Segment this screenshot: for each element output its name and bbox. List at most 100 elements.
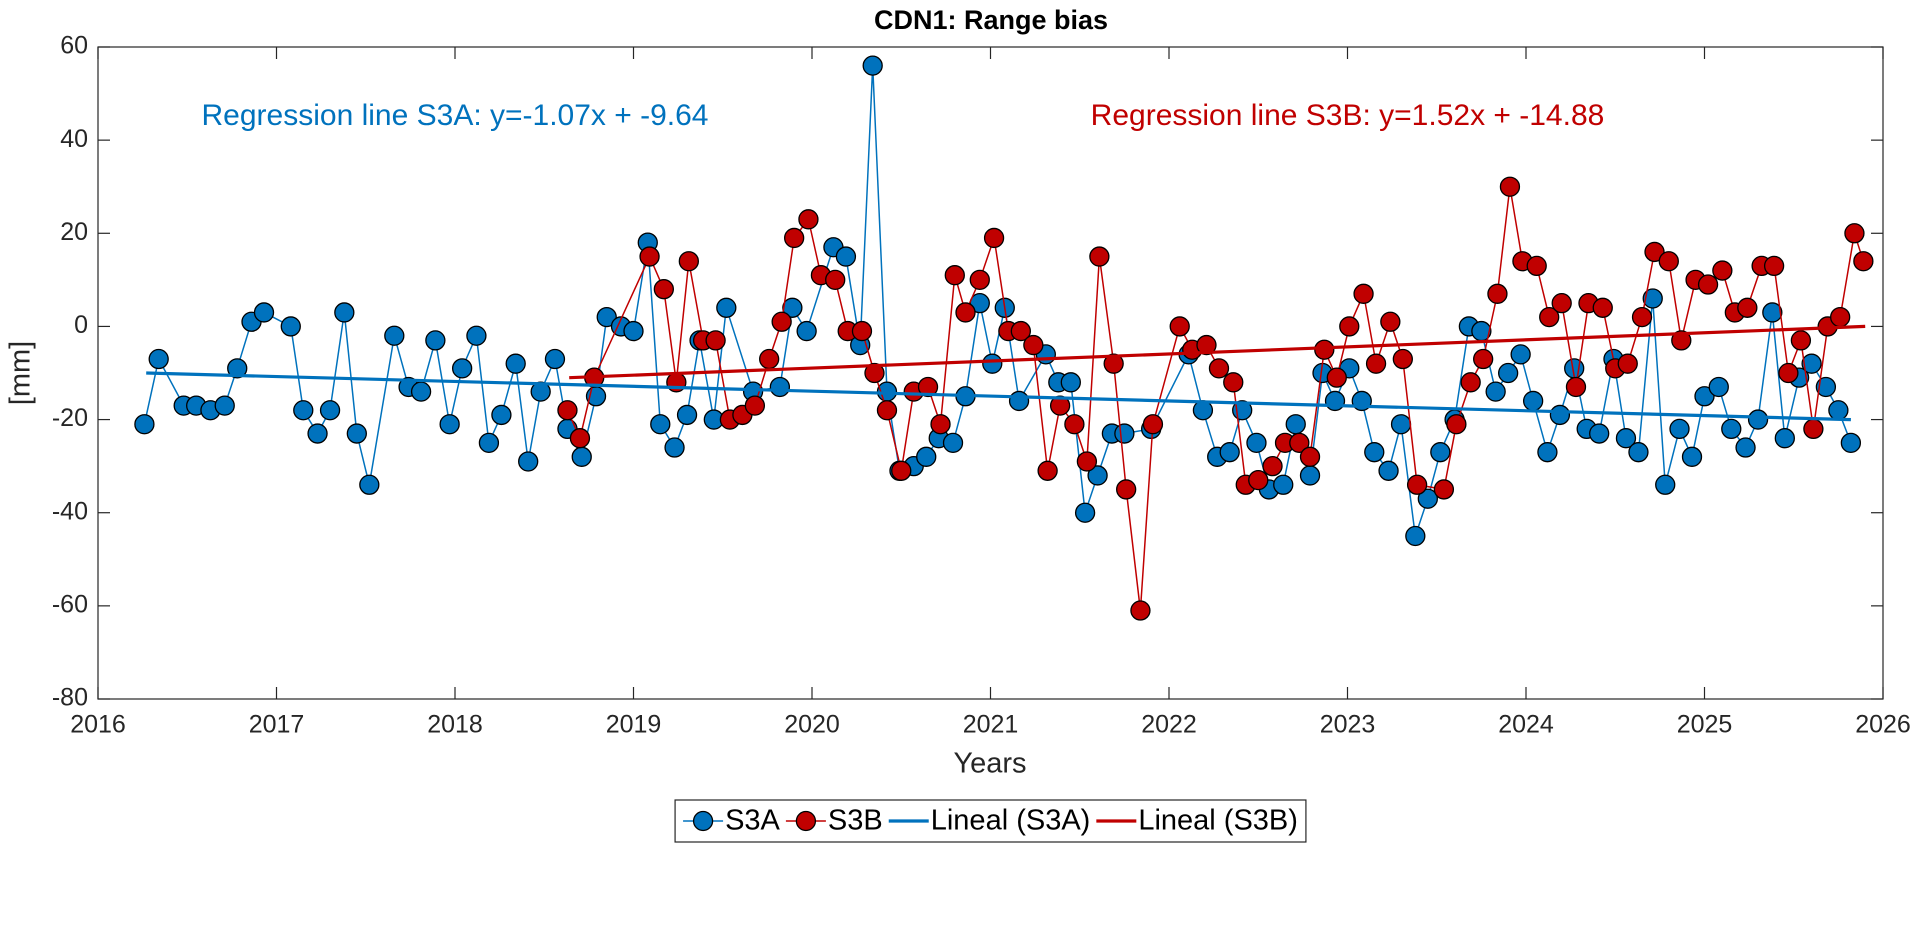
data-point: [955, 302, 976, 323]
data-point: [705, 330, 726, 351]
data-point: [1774, 428, 1795, 449]
data-point: [942, 432, 964, 454]
data-point: [1778, 362, 1799, 384]
data-point: [1830, 306, 1851, 328]
x-tick-label: 2022: [1141, 711, 1197, 739]
data-point: [716, 297, 737, 318]
data-point: [1037, 460, 1058, 481]
data-point: [1565, 376, 1587, 398]
data-point: [1840, 432, 1862, 454]
data-point: [1669, 418, 1690, 440]
data-point: [1114, 423, 1135, 444]
data-point: [1273, 474, 1294, 495]
data-point: [1549, 404, 1571, 426]
data-point: [1087, 465, 1108, 486]
data-point: [478, 432, 500, 454]
data-point: [505, 353, 526, 374]
data-point: [1510, 344, 1531, 365]
data-point: [1339, 316, 1360, 337]
data-point: [1324, 390, 1346, 412]
data-point: [1828, 400, 1849, 421]
data-point: [864, 362, 885, 384]
data-point: [451, 358, 473, 379]
data-point: [1655, 474, 1676, 495]
legend-marker: [692, 810, 714, 832]
data-point: [784, 227, 805, 249]
data-point: [1460, 372, 1481, 393]
data-point: [557, 400, 578, 421]
data-point: [650, 414, 671, 435]
y-tick-label: -60: [52, 590, 88, 618]
data-point: [571, 446, 592, 467]
data-point: [796, 320, 817, 342]
data-point: [346, 423, 367, 444]
data-point: [1064, 414, 1085, 435]
y-tick-label: -80: [52, 684, 88, 712]
data-point: [623, 320, 644, 342]
data-point: [1642, 288, 1663, 309]
data-point: [1499, 176, 1521, 197]
data-point: [1522, 390, 1544, 412]
data-point: [1353, 283, 1374, 304]
y-tick-label: -40: [52, 497, 88, 525]
data-point: [439, 414, 460, 435]
data-point: [425, 330, 446, 351]
data-point: [1326, 367, 1347, 388]
y-tick-label: 20: [60, 218, 88, 246]
data-point: [1853, 251, 1874, 272]
data-point: [1694, 386, 1715, 407]
data-point: [518, 451, 539, 472]
data-point: [1246, 432, 1267, 454]
data-point: [1473, 348, 1494, 370]
x-tick-label: 2018: [427, 711, 483, 739]
x-tick-label: 2024: [1498, 711, 1554, 739]
data-point: [1405, 525, 1426, 547]
data-point: [916, 446, 937, 467]
data-point: [771, 311, 792, 332]
x-tick-label: 2020: [784, 711, 840, 739]
data-point: [983, 227, 1005, 249]
data-point: [1060, 372, 1081, 393]
data-point: [759, 348, 780, 370]
data-point: [293, 400, 314, 421]
data-point: [1485, 381, 1506, 402]
data-point: [678, 251, 699, 272]
data-point: [1223, 372, 1244, 393]
data-point: [1697, 274, 1719, 295]
x-tick-label: 2017: [249, 711, 305, 739]
data-point: [1790, 330, 1812, 351]
data-point: [1049, 395, 1071, 416]
data-point: [1446, 414, 1467, 435]
data-point: [307, 423, 328, 444]
data-point: [917, 376, 939, 398]
data-point: [1248, 469, 1269, 491]
data-point: [1735, 437, 1756, 458]
data-point: [1023, 334, 1044, 356]
x-tick-label: 2021: [963, 711, 1019, 739]
data-point: [1487, 283, 1508, 304]
regression-line: [569, 324, 1866, 380]
data-point: [1498, 362, 1519, 384]
data-point: [1589, 423, 1610, 444]
data-point: [319, 400, 341, 421]
y-tick-label: 0: [74, 311, 88, 339]
data-point: [1681, 446, 1703, 467]
data-point: [1628, 442, 1649, 463]
data-point: [466, 325, 487, 346]
data-point: [1747, 409, 1769, 430]
data-point: [1130, 600, 1151, 621]
data-point: [639, 246, 660, 267]
legend-label: S3A: [725, 805, 780, 837]
legend-label: Lineal (S3A): [931, 805, 1091, 837]
data-point: [1378, 460, 1399, 481]
data-point: [798, 209, 819, 230]
data-point: [253, 302, 275, 323]
data-point: [1380, 311, 1401, 332]
data-point: [1208, 358, 1230, 379]
data-point: [1844, 223, 1865, 244]
data-point: [214, 395, 235, 416]
data-point: [134, 414, 155, 435]
data-point: [1299, 446, 1321, 467]
